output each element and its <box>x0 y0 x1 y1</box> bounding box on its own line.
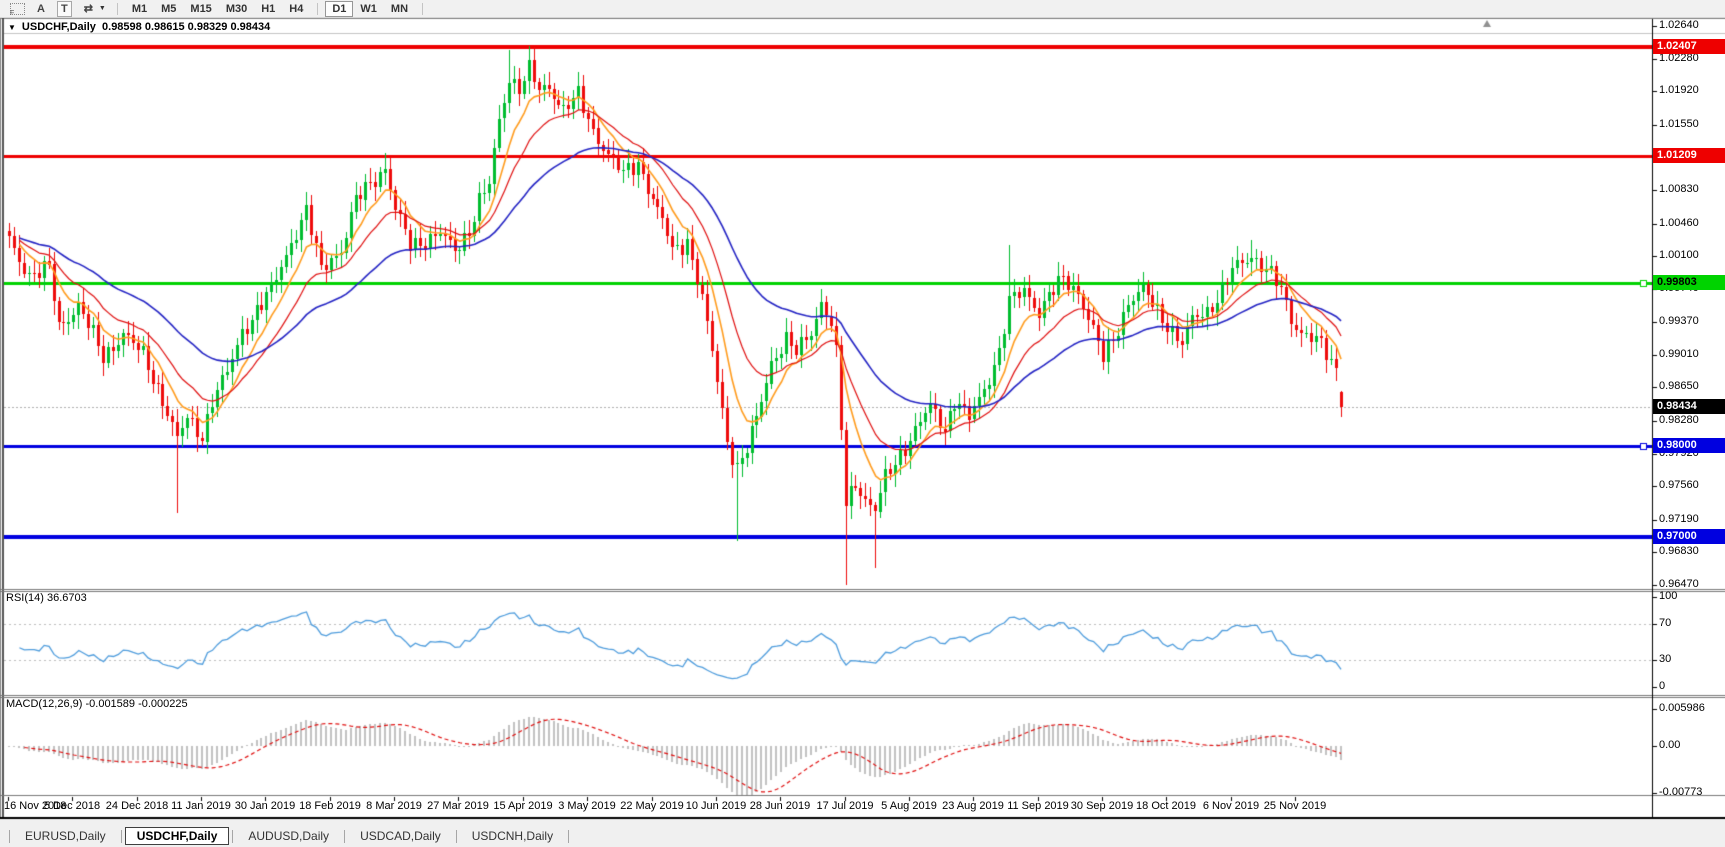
macd-axis-tick: 0.00 <box>1659 739 1681 751</box>
tab-separator <box>568 829 570 843</box>
price-line-tag: 0.98000 <box>1653 438 1725 453</box>
price-line-tag: 1.01209 <box>1653 148 1725 163</box>
timeframe-h1-button[interactable]: H1 <box>261 2 276 15</box>
macd-values: -0.001589 -0.000225 <box>85 698 188 710</box>
chart-title-bar: ▼ USDCHF,Daily 0.98598 0.98615 0.98329 0.… <box>8 21 270 33</box>
date-axis-label: 11 Jan 2019 <box>171 800 231 812</box>
price-line-tag: 0.99803 <box>1653 275 1725 290</box>
date-axis-label: 22 May 2019 <box>620 800 684 812</box>
date-axis-label: 18 Feb 2019 <box>299 800 361 812</box>
price-axis-tick: 0.99010 <box>1659 348 1699 360</box>
toolbar-separator <box>317 2 319 15</box>
tab-usdchf[interactable]: USDCHF,Daily <box>124 827 230 845</box>
tab-separator <box>9 829 10 843</box>
date-axis-label: 24 Dec 2018 <box>105 800 169 812</box>
price-axis-tick: 0.99370 <box>1659 315 1699 327</box>
price-line-tag: 1.02407 <box>1653 39 1725 54</box>
date-axis-label: 28 Jun 2019 <box>749 800 811 812</box>
timeframe-m1-button[interactable]: M1 <box>131 2 148 15</box>
rsi-axis-tick: 0 <box>1659 680 1666 692</box>
timeframe-m5-button[interactable]: M5 <box>161 2 177 15</box>
price-axis-tick: 1.00460 <box>1659 217 1699 229</box>
rsi-axis-tick: 70 <box>1659 617 1672 629</box>
date-axis-label: 30 Jan 2019 <box>234 800 296 812</box>
price-axis-tick: 0.98650 <box>1659 380 1699 392</box>
date-axis-label: 15 Apr 2019 <box>493 800 553 812</box>
date-axis-label: 5 Dec 2018 <box>43 800 101 812</box>
chart-tab-bar: EURUSD,Daily USDCHF,Daily AUDUSD,Daily USDC… <box>0 825 1725 847</box>
price-axis-tick: 1.01550 <box>1659 118 1699 130</box>
chart-ohlc-readout: 0.98598 0.98615 0.98329 0.98434 <box>102 21 271 33</box>
macd-label: MACD(12,26,9) -0.001589 -0.000225 <box>6 698 188 710</box>
price-axis-tick: 0.97190 <box>1659 513 1699 525</box>
collapse-chart-icon[interactable]: ▼ <box>8 23 16 32</box>
date-axis-label: 8 Mar 2019 <box>366 800 422 812</box>
current-price-tag: 0.98434 <box>1653 399 1725 414</box>
date-axis-label: 27 Mar 2019 <box>427 800 489 812</box>
tab-eurusd[interactable]: EURUSD,Daily <box>25 829 106 843</box>
price-axis-tick: 0.96830 <box>1659 545 1699 557</box>
price-axis-tick: 1.02640 <box>1659 19 1699 31</box>
timeframe-m30-button[interactable]: M30 <box>225 2 248 15</box>
grid-f-letter: F <box>10 9 15 17</box>
rsi-value: 36.6703 <box>46 592 87 604</box>
date-axis-label: 18 Oct 2019 <box>1136 800 1196 812</box>
text-tool-icon[interactable]: T <box>56 0 72 17</box>
grid-f-icon[interactable]: F <box>10 2 25 17</box>
dropdown-caret-icon[interactable]: ▼ <box>98 4 106 12</box>
timeframe-d1-button[interactable]: D1 <box>325 0 354 17</box>
timeframe-mn-button[interactable]: MN <box>390 2 409 15</box>
price-line-tag: 0.97000 <box>1653 529 1725 544</box>
price-axis-tick: 1.00100 <box>1659 249 1699 261</box>
chart-symbol-title: USDCHF,Daily <box>21 21 96 33</box>
tab-audusd[interactable]: AUDUSD,Daily <box>248 829 330 843</box>
tab-usdcad[interactable]: USDCAD,Daily <box>360 829 441 843</box>
timeframe-h4-button[interactable]: H4 <box>289 2 304 15</box>
chart-canvas[interactable] <box>0 18 1725 824</box>
timeframe-m15-button[interactable]: M15 <box>190 2 212 15</box>
rsi-axis-tick: 30 <box>1659 653 1672 665</box>
price-axis-tick: 0.97560 <box>1659 479 1699 491</box>
date-axis-label: 25 Nov 2019 <box>1263 800 1327 812</box>
date-axis-label: 3 May 2019 <box>558 800 616 812</box>
tab-separator <box>455 829 457 843</box>
date-axis-label: 23 Aug 2019 <box>942 800 1004 812</box>
tab-separator <box>232 829 234 843</box>
date-axis-label: 11 Sep 2019 <box>1007 800 1069 812</box>
macd-axis-tick: -0.00773 <box>1659 786 1703 798</box>
rsi-axis-tick: 100 <box>1659 590 1678 602</box>
date-axis-label: 30 Sep 2019 <box>1070 800 1134 812</box>
date-axis-label: 10 Jun 2019 <box>685 800 747 812</box>
toolbar-separator <box>116 2 118 15</box>
price-axis-tick: 0.96470 <box>1659 578 1699 590</box>
toolbar: F A T ⇄ ▼ M1 M5 M15 M30 H1 H4 D1 W1 MN <box>0 0 1725 18</box>
price-axis-tick: 1.01920 <box>1659 84 1699 96</box>
timeframe-w1-button[interactable]: W1 <box>360 2 377 15</box>
arrow-a-icon[interactable]: A <box>37 2 45 15</box>
price-axis-tick: 1.00830 <box>1659 183 1699 195</box>
date-axis-label: 17 Jul 2019 <box>816 800 874 812</box>
indicators-arrows-icon[interactable]: ⇄ <box>83 2 93 15</box>
macd-axis-tick: 0.005986 <box>1659 702 1705 714</box>
toolbar-separator <box>422 2 424 15</box>
tab-separator <box>344 829 346 843</box>
date-axis-label: 16 Nov 2018 <box>4 800 67 812</box>
price-axis-tick: 1.02280 <box>1659 52 1699 64</box>
price-axis-tick: 0.98280 <box>1659 414 1699 426</box>
date-axis-label: 5 Aug 2019 <box>881 800 937 812</box>
tab-separator <box>120 829 122 843</box>
rsi-label: RSI(14) 36.6703 <box>6 592 87 604</box>
tab-usdcnh[interactable]: USDCNH,Daily <box>471 829 554 843</box>
date-axis-label: 6 Nov 2019 <box>1202 800 1260 812</box>
